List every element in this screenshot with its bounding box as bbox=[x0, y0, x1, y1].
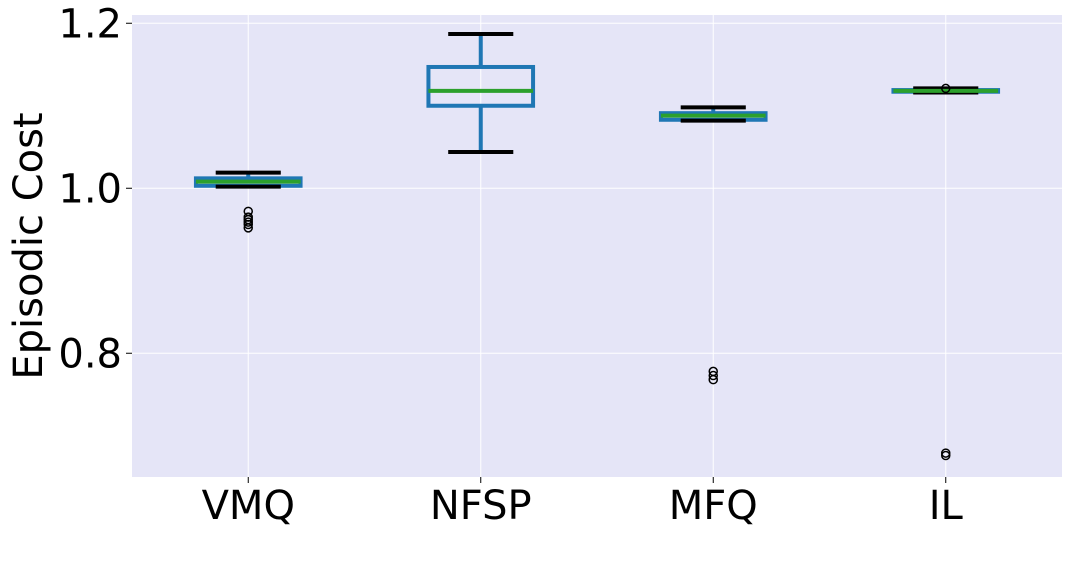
x-tick-label: VMQ bbox=[202, 483, 295, 529]
y-axis-label: Episodic Cost bbox=[6, 112, 52, 379]
y-tick-label: 0.8 bbox=[58, 331, 122, 377]
outlier-point bbox=[941, 448, 951, 458]
x-tick-label: IL bbox=[929, 483, 964, 529]
box-iqr bbox=[426, 64, 536, 108]
outlier-point bbox=[243, 212, 253, 222]
outlier-point bbox=[941, 83, 951, 94]
outlier-point bbox=[243, 206, 253, 217]
x-tick-label: MFQ bbox=[669, 483, 758, 529]
outlier-point bbox=[708, 366, 718, 377]
x-tick-label: NFSP bbox=[430, 483, 532, 529]
y-tick-label: 1.2 bbox=[58, 1, 122, 47]
y-tick-label: 1.0 bbox=[58, 166, 122, 212]
plot-area bbox=[132, 15, 1062, 477]
outlier-point bbox=[708, 370, 718, 381]
